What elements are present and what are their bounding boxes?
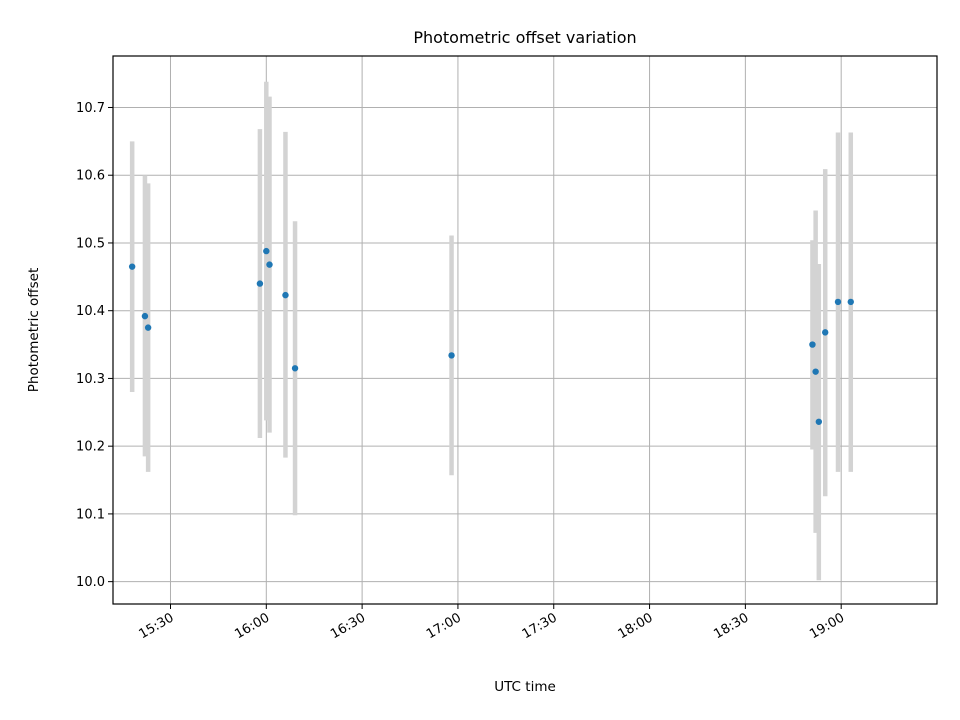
data-point xyxy=(822,329,829,336)
y-axis-label: Photometric offset xyxy=(26,268,42,392)
y-tick-label: 10.7 xyxy=(76,101,105,116)
y-tick-label: 10.2 xyxy=(76,440,105,455)
y-tick-label: 10.6 xyxy=(76,169,105,184)
data-point xyxy=(256,280,264,287)
data-point xyxy=(815,418,823,425)
data-point xyxy=(266,261,273,268)
y-tick-label: 10.4 xyxy=(76,304,105,319)
y-axis-ticks: 10.0 10.1 10.2 10.3 10.4 10.5 10.6 10.7 xyxy=(76,101,113,590)
data-point xyxy=(847,298,854,306)
y-tick-label: 10.1 xyxy=(76,507,105,522)
data-point xyxy=(141,312,149,320)
data-point xyxy=(834,298,842,306)
data-point xyxy=(812,368,819,375)
data-point xyxy=(263,247,270,255)
y-tick-label: 10.0 xyxy=(76,575,105,590)
data-point xyxy=(448,352,455,359)
data-point xyxy=(291,365,299,372)
grid xyxy=(113,56,937,604)
data-point xyxy=(282,291,289,299)
data-points xyxy=(128,247,854,425)
data-point xyxy=(144,324,152,331)
y-tick-label: 10.5 xyxy=(76,236,105,251)
data-point xyxy=(809,341,816,348)
data-point xyxy=(128,263,136,270)
plot-frame xyxy=(112,55,938,605)
chart-title: Photometric offset variation xyxy=(413,28,636,47)
x-axis-label: UTC time xyxy=(494,679,556,695)
y-tick-label: 10.3 xyxy=(76,372,105,387)
